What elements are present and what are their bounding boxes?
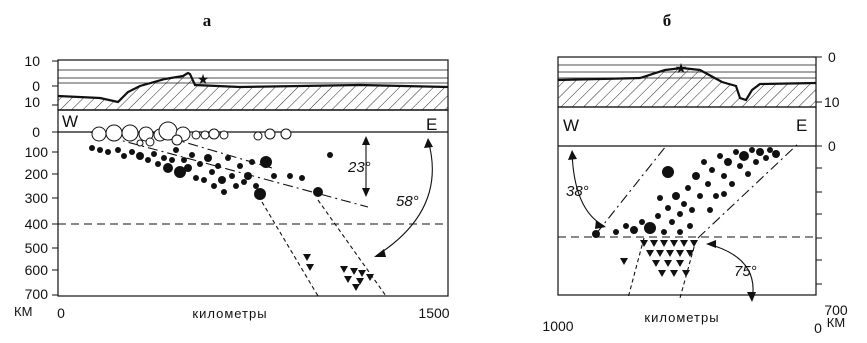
panel-b-depth-tick-0: 0	[828, 138, 836, 154]
panel-b-east-label: E	[796, 116, 807, 135]
panel-a-depth-tick-100: 100	[25, 144, 49, 160]
panel-a-angle-58-label: 58°	[396, 193, 419, 210]
panel-a-angle-58: 58°	[374, 138, 433, 257]
panel-b-x-title: километры	[644, 310, 719, 325]
panel-a-depth-tick-600: 600	[25, 262, 49, 278]
panel-a-depth-tick-300: 300	[25, 190, 49, 206]
panel-a-topography: ★ 10 0 10	[24, 53, 449, 111]
panel-b-label: б	[663, 11, 672, 30]
panel-b-angle-75-label: 75°	[734, 263, 757, 280]
panel-b-angle-75: 75°	[706, 240, 757, 302]
panel-a-intermediate-events	[89, 145, 333, 200]
panel-a: а ★ 10 0 10 W E	[14, 11, 450, 321]
panel-a-topo-tick-zero: 0	[32, 78, 40, 94]
panel-b-depth-tick-700: 700	[824, 302, 848, 318]
panel-b-angle-38-label: 38°	[566, 183, 589, 200]
panel-a-depth-tick-0: 0	[32, 124, 40, 140]
panel-b-slab-upper-line	[595, 145, 667, 235]
panel-b-deep-line-2	[679, 239, 697, 299]
panel-a-slab-upper-line	[89, 131, 369, 208]
panel-b-x-tick-0: 0	[814, 320, 822, 336]
panel-a-depth-tick-700: 700	[25, 286, 49, 302]
panel-a-west-label: W	[62, 112, 78, 131]
panel-a-topo-tick-bottom: 10	[24, 94, 40, 110]
panel-b-angle-38: 38°	[566, 150, 606, 229]
panel-a-shallow-events	[91, 121, 292, 147]
volcano-star-icon-b: ★	[675, 60, 688, 76]
panel-a-label: а	[203, 11, 212, 30]
panel-b-deep-events	[620, 240, 698, 277]
panel-a-depth-tick-400: 400	[25, 216, 49, 232]
panel-a-x-tick-1500: 1500	[418, 305, 449, 321]
panel-b: б ★ 0 10 W E	[542, 11, 847, 336]
panel-a-deep-line-2	[317, 199, 387, 297]
panel-a-depth-tick-500: 500	[25, 240, 49, 256]
panel-b-x-tick-1000: 1000	[542, 318, 573, 334]
panel-b-depth-axis: 0 700	[816, 138, 848, 318]
volcano-star-icon: ★	[197, 71, 210, 87]
panel-a-topo-tick-top: 10	[24, 53, 40, 69]
panel-a-deep-events	[303, 254, 374, 291]
panel-a-depth-axis: 0 100 200 300 400 500 600 700	[25, 124, 58, 302]
panel-a-depth-section: W E 0 100 200 300 400 500 600 700	[25, 109, 449, 302]
panel-b-x-axis: 1000 километры 0 КМ	[542, 310, 845, 336]
panel-a-depth-tick-200: 200	[25, 166, 49, 182]
panel-b-depth-section: W E 0 700	[557, 106, 848, 318]
panel-b-topo-tick-zero: 0	[828, 49, 836, 65]
panel-a-angle-23: 23°	[347, 136, 371, 197]
panel-b-intermediate-events	[592, 147, 780, 238]
panel-a-x-tick-0: 0	[57, 305, 65, 321]
panel-a-east-label: E	[426, 115, 437, 134]
panel-b-depth-unit: КМ	[827, 315, 845, 330]
panel-b-slab-lower-line	[697, 141, 801, 239]
panel-b-west-label: W	[563, 116, 579, 135]
panel-a-angle-23-label: 23°	[347, 159, 371, 176]
panel-a-depth-unit: КМ	[14, 304, 32, 319]
panel-b-topo-tick-10: 10	[824, 94, 840, 110]
panel-b-deep-line-1	[627, 237, 645, 299]
panel-a-x-title: километры	[192, 306, 267, 321]
panel-b-topography: ★ 0 10	[557, 49, 840, 110]
panel-a-x-axis: КМ 0 километры 1500	[14, 304, 450, 321]
panel-a-deep-line-1	[261, 201, 319, 297]
